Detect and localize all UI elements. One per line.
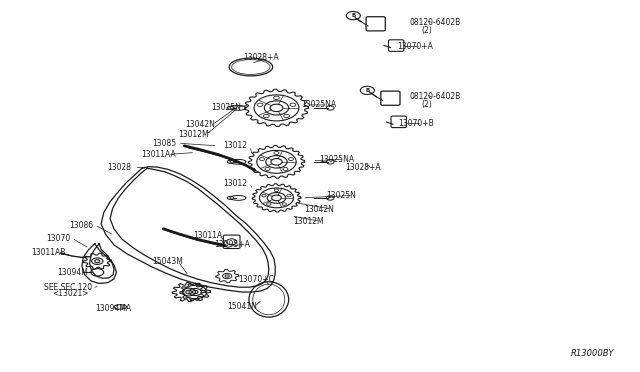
Text: (2): (2) bbox=[421, 26, 432, 35]
Text: 15041N: 15041N bbox=[227, 302, 257, 311]
Text: 13028: 13028 bbox=[108, 163, 132, 172]
Text: 08120-6402B: 08120-6402B bbox=[410, 92, 461, 101]
Text: 13070: 13070 bbox=[46, 234, 70, 243]
Text: 13070+C: 13070+C bbox=[238, 275, 274, 284]
Text: 13025NA: 13025NA bbox=[319, 155, 354, 164]
Text: 13011A: 13011A bbox=[193, 231, 223, 240]
Text: 13094M: 13094M bbox=[58, 268, 88, 277]
Text: 13011AA: 13011AA bbox=[141, 150, 175, 159]
Text: 13042N: 13042N bbox=[186, 120, 216, 129]
Text: B: B bbox=[365, 88, 369, 93]
Text: 13025N: 13025N bbox=[326, 191, 356, 200]
Text: 13025NA: 13025NA bbox=[301, 100, 336, 109]
Text: 13011AB: 13011AB bbox=[31, 248, 65, 257]
Text: R13000BY: R13000BY bbox=[571, 349, 614, 358]
Text: 13070+B: 13070+B bbox=[398, 119, 434, 128]
Text: B: B bbox=[351, 13, 355, 18]
Text: 13012: 13012 bbox=[223, 179, 246, 187]
Text: 13012M: 13012M bbox=[293, 217, 324, 226]
Text: 13042N: 13042N bbox=[304, 205, 334, 214]
Text: 15043M: 15043M bbox=[152, 257, 183, 266]
Text: 13070+A: 13070+A bbox=[397, 42, 433, 51]
Text: 13025N: 13025N bbox=[211, 103, 241, 112]
Text: SEE SEC.120: SEE SEC.120 bbox=[44, 283, 92, 292]
Text: 13086: 13086 bbox=[69, 221, 93, 230]
Text: (2): (2) bbox=[421, 100, 432, 109]
Text: 13028+A: 13028+A bbox=[346, 163, 381, 172]
Text: 13095+A: 13095+A bbox=[214, 240, 250, 249]
Text: 13085: 13085 bbox=[152, 139, 177, 148]
Text: 13094MA: 13094MA bbox=[95, 304, 131, 312]
Text: <13021>: <13021> bbox=[52, 289, 89, 298]
Text: 08120-6402B: 08120-6402B bbox=[410, 18, 461, 27]
Text: 13012M: 13012M bbox=[178, 130, 209, 139]
Text: 13012: 13012 bbox=[223, 141, 246, 150]
Text: 13028+A: 13028+A bbox=[243, 53, 279, 62]
